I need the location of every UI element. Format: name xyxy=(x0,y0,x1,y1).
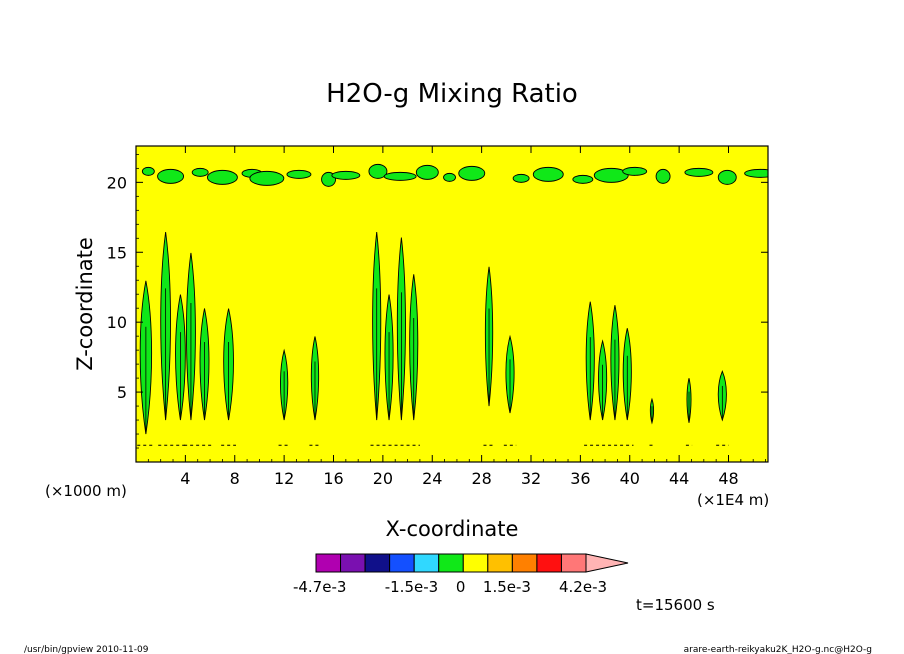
upper-layer-blob xyxy=(157,168,185,184)
upper-layer-blob xyxy=(249,170,285,186)
x-axis: 4 8 12 16 20 24 28 32 36 40 44 48 xyxy=(147,146,766,488)
chart-title: H2O-g Mixing Ratio xyxy=(326,79,578,109)
upper-layer-blob xyxy=(331,170,361,180)
colorbar-swatch xyxy=(462,553,489,573)
upper-layer-blob xyxy=(684,167,714,177)
upper-layer-blob xyxy=(532,166,564,182)
colorbar-label: 1.5e-3 xyxy=(483,578,531,596)
colorbar-swatch xyxy=(438,553,464,573)
upper-layer-blob xyxy=(717,169,737,185)
x-unit-note: (×1E4 m) xyxy=(697,491,769,509)
y-unit-note: (×1000 m) xyxy=(45,482,127,500)
colorbar-swatch xyxy=(536,553,562,573)
upper-layer-blob xyxy=(744,168,768,178)
x-tick-label: 32 xyxy=(521,469,541,488)
y-tick-label: 20 xyxy=(107,173,127,192)
upper-layer-blob xyxy=(593,167,629,183)
upper-layer-blob xyxy=(512,173,530,183)
upper-layer-blob xyxy=(368,163,388,179)
plot-frame xyxy=(135,145,769,463)
colorbar-swatch xyxy=(560,553,587,573)
y-tick-label: 10 xyxy=(107,313,127,332)
footer-right: arare-earth-reikyaku2K_H2O-g.nc@H2O-g xyxy=(684,645,872,654)
colorbar-label: 4.2e-3 xyxy=(559,578,607,596)
x-tick-label: 36 xyxy=(570,469,590,488)
x-tick-label: 44 xyxy=(669,469,689,488)
colorbar-swatch xyxy=(315,553,342,573)
colorbar-swatch xyxy=(364,553,391,573)
x-tick-label: 48 xyxy=(718,469,738,488)
y-tick-label: 5 xyxy=(117,383,127,402)
colorbar-label: 0 xyxy=(456,578,466,596)
colorbar-swatch xyxy=(511,553,538,573)
colorbar-swatch xyxy=(389,553,415,573)
upper-layer-blob xyxy=(141,166,155,176)
colorbar-swatch xyxy=(340,553,366,573)
colorbar-swatch xyxy=(413,553,440,573)
x-axis-label: X-coordinate xyxy=(386,517,519,541)
y-tick-label: 15 xyxy=(107,243,127,262)
x-tick-label: 40 xyxy=(620,469,640,488)
time-label: t=15600 s xyxy=(636,596,715,614)
upper-layer-blob xyxy=(206,169,238,185)
colorbar-label: -1.5e-3 xyxy=(385,578,438,596)
upper-layer-blob xyxy=(655,168,671,184)
upper-layer-blob xyxy=(443,172,456,182)
x-tick-label: 28 xyxy=(471,469,491,488)
upper-layer-blob xyxy=(191,167,209,177)
x-tick-label: 24 xyxy=(422,469,442,488)
plot-area xyxy=(135,145,769,463)
colorbar-label: -4.7e-3 xyxy=(293,578,346,596)
x-tick-label: 4 xyxy=(180,469,190,488)
y-axis: 5 10 15 20 xyxy=(107,153,768,449)
upper-layer-blob xyxy=(286,169,312,179)
upper-layer-blob xyxy=(415,164,439,180)
x-tick-label: 16 xyxy=(323,469,343,488)
upper-layer-blob xyxy=(458,165,486,181)
x-tick-label: 8 xyxy=(230,469,240,488)
colorbar xyxy=(315,553,629,573)
footer-left: /usr/bin/gpview 2010-11-09 xyxy=(24,645,149,654)
colorbar-labels: -4.7e-3 -1.5e-3 0 1.5e-3 4.2e-3 xyxy=(293,578,607,596)
x-tick-label: 20 xyxy=(373,469,393,488)
upper-layer-blob xyxy=(383,171,417,181)
plot-background xyxy=(136,146,768,462)
upper-layer-blob xyxy=(572,174,594,184)
x-tick-label: 12 xyxy=(274,469,294,488)
upper-layer-blob xyxy=(622,166,648,176)
colorbar-swatch xyxy=(487,553,513,573)
y-axis-label: Z-coordinate xyxy=(73,237,97,371)
colorbar-arrow xyxy=(585,553,629,573)
